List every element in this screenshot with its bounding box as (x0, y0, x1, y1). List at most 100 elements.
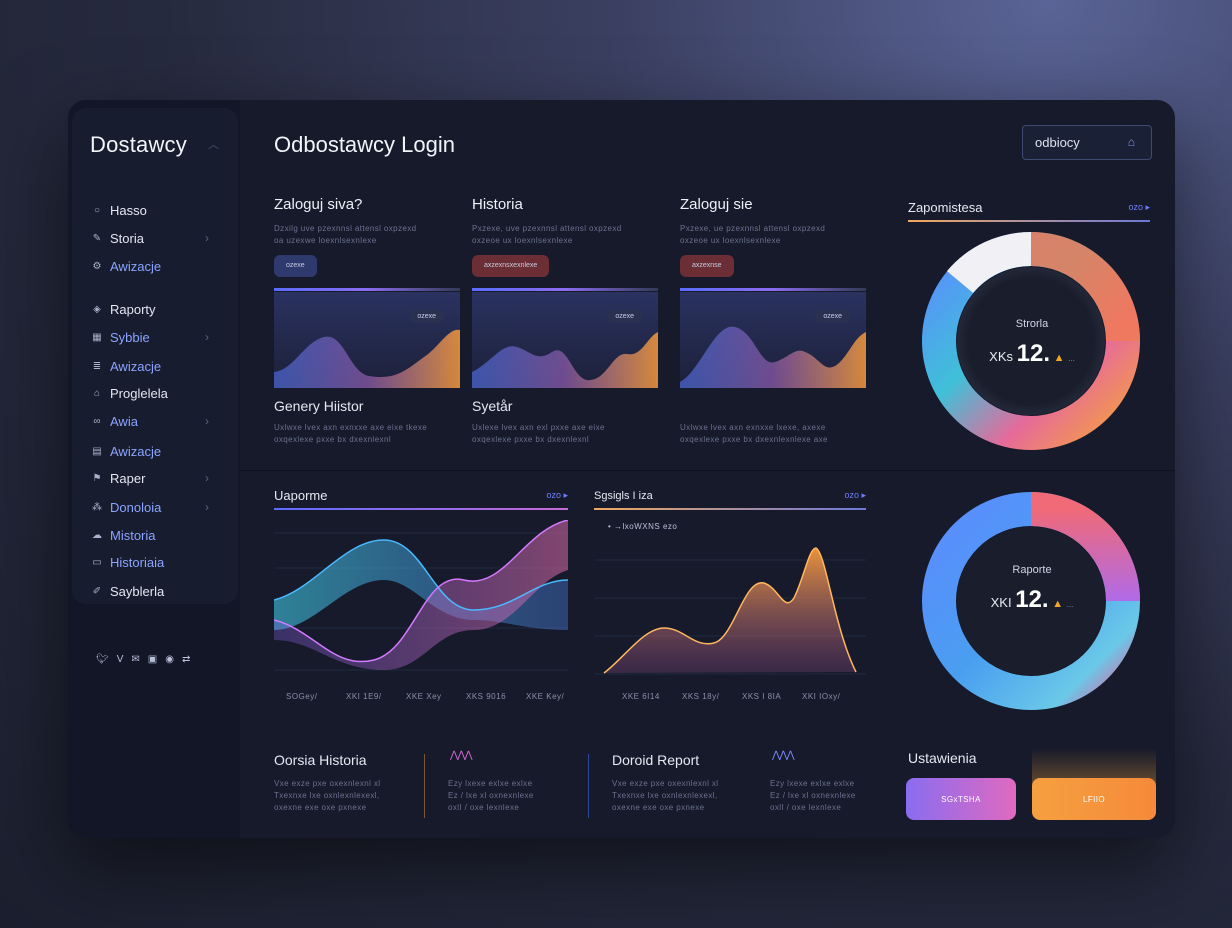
header-select-value: odbiocy (1035, 135, 1080, 150)
trend-up-icon: ▲ (1053, 352, 1065, 364)
card-sub-text: Uxlexe lvex axn exl pxxe axe eixe oxqexl… (472, 422, 605, 446)
ring-card-link[interactable]: ozo ▸ (1128, 202, 1150, 212)
stack-icon: ≣ (92, 360, 102, 372)
text-line: Uxlwxe lvex axn exnxxe axe eixe tkexe (274, 423, 428, 432)
text-line: oxzeoe ux loexnlsexnlexe (472, 236, 573, 245)
card-pill-button[interactable]: ozexe (274, 255, 317, 277)
sidebar-item[interactable]: ◈ Raporty (90, 299, 155, 319)
text-line: Pxzexe, ue pzexnnsl attensl oxpzexd (680, 224, 826, 233)
line-series-orange (603, 547, 857, 674)
chart-top-bar (274, 288, 460, 291)
x-tick-label: SOGey/ (286, 692, 318, 701)
bottom-left-side-text: Ezy lxexe exlxe exlxe Ez / lxe xl oxnexn… (448, 778, 534, 814)
text-line: Ez / lxe xl oxnexnlexe (770, 791, 856, 800)
sidebar-panel (72, 108, 238, 604)
sidebar-item-label: Sayblerla (110, 583, 165, 599)
chart-tag: ozexe (815, 310, 850, 323)
text-line: Ez / lxe xl oxnexnlexe (448, 791, 534, 800)
chevron-up-icon[interactable]: ︿ (208, 139, 219, 151)
sidebar-item[interactable]: ○ Hasso (90, 200, 147, 220)
mini-chart-svg (680, 292, 866, 388)
sidebar-item[interactable]: ⁂ Donoloia › (90, 497, 209, 517)
mini-area-chart: ozexe (274, 288, 460, 388)
x-tick-label: XKS 18y/ (682, 692, 720, 701)
chart-top-bar (680, 288, 866, 291)
sidebar-item-label: Proglelela (110, 385, 168, 401)
donut-chart-bottom (922, 492, 1140, 710)
mini-area-series (472, 332, 658, 388)
donut-segment-pink (1030, 492, 1140, 602)
sidebar: Dostawcy ︿ ○ Hasso ✎ Storia › ⚙ Awizacje ◈ Rapor… (68, 100, 240, 838)
sidebar-item[interactable]: ≣ Awizacje (90, 356, 161, 376)
settings-title: Ustawienia (908, 750, 977, 766)
text-line: Uxlexe lvex axn exl pxxe axe eixe (472, 423, 605, 432)
chart-mid-svg (594, 547, 866, 675)
card-pill-button[interactable]: axzexnse (680, 255, 734, 277)
card-title: Zaloguj siva? (274, 196, 363, 213)
chart-left-title: Uaporme (274, 488, 328, 503)
settings-section: Ustawienia SGxTSHA LFIIO (906, 740, 1158, 830)
globe-icon[interactable]: ◉ (165, 654, 174, 665)
summary-card: Zaloguj sie Pxzexe, ue pzexnnsl attensl … (680, 196, 866, 444)
app-window: Dostawcy ︿ ○ Hasso ✎ Storia › ⚙ Awizacje ◈ Rapor… (68, 100, 1175, 838)
card-sub-text: Uxlwxe lvex axn exnxxe lxexe, axexe oxqe… (680, 422, 828, 446)
area-series-orange (604, 548, 856, 673)
text-line: Ezy lxexe exlxe exlxe (448, 779, 533, 788)
sidebar-item[interactable]: ⚙ Awizacje (90, 256, 162, 276)
cloud-icon: ☁ (92, 529, 102, 541)
sidebar-item[interactable]: ▤ Awizacje (90, 441, 161, 461)
gear-icon: ⚙ (92, 260, 102, 272)
sidebar-item[interactable]: ⚑ Raper › (90, 468, 209, 488)
grid-icon: ▦ (92, 331, 102, 343)
sidebar-item[interactable]: ▦ Sybbie › (90, 327, 209, 347)
chevron-right-icon: › (205, 500, 209, 514)
video-icon[interactable]: ▣ (147, 654, 158, 665)
card-pill-button[interactable]: axzexnsxexnlexe (472, 255, 550, 277)
chart-left-link[interactable]: ozo ▸ (546, 490, 568, 500)
chart-tag: ozexe (409, 310, 444, 323)
social-links: 🐦︎ V ✉ ▣ ◉ ⇄ (96, 654, 190, 665)
sidebar-item-label: Historiaia (110, 554, 165, 570)
mail-icon[interactable]: ✉ (131, 654, 140, 665)
bottom-left-text: Vxe exze pxe oxexnlexnl xl Txexnxe lxe o… (274, 778, 380, 814)
ring-top-number: 12. (1016, 340, 1051, 367)
text-line: oxqexlexe pxxe bx dxexnlexnl (274, 435, 392, 444)
line-series-blue (274, 539, 568, 611)
sidebar-item[interactable]: ✐ Sayblerla (90, 581, 164, 601)
mini-chart-svg (472, 292, 658, 388)
mini-area-series (274, 329, 460, 388)
shield-icon: ◈ (93, 303, 101, 315)
primary-gradient-button[interactable]: SGxTSHA (906, 778, 1016, 820)
sidebar-item-label: Awizacje (110, 443, 162, 459)
vimeo-icon[interactable]: V (116, 654, 124, 665)
ring-top-label: Strorla (1015, 318, 1049, 330)
chart-left-underline (274, 508, 568, 510)
bottom-section-left: Oorsia Historia Vxe exze pxe oxexnlexnl … (274, 740, 574, 830)
ring-card-title: Zapomistesa (908, 200, 983, 215)
sidebar-item[interactable]: ▭ Historiaia (90, 552, 164, 572)
mini-chart-svg (274, 292, 460, 388)
twitter-icon[interactable]: 🐦︎ (96, 654, 109, 665)
card-subtitle: Genery Hiistor (274, 398, 364, 414)
x-tick-label: XKS 9016 (466, 692, 507, 701)
x-tick-label: XKE Key/ (526, 692, 565, 701)
sidebar-item[interactable]: ✎ Storia › (90, 228, 209, 248)
orange-button[interactable]: LFIIO (1032, 778, 1156, 820)
line-series-pink (274, 520, 568, 663)
sidebar-item[interactable]: ⌂ Proglelela (90, 383, 168, 403)
sidebar-item[interactable]: ∞ Awia › (90, 411, 209, 431)
share-icon[interactable]: ⇄ (181, 654, 191, 665)
header-select[interactable]: odbiocy ⌂ (1022, 125, 1152, 160)
bottom-left-title: Oorsia Historia (274, 752, 367, 768)
ring-top-prefix: XKs (989, 349, 1014, 364)
donut-center-top (957, 267, 1105, 415)
donut-segment-orange (1030, 232, 1140, 342)
card-text: Dzxilg uve pzexnnsl attensl oxpzexd oa u… (274, 223, 460, 247)
chart-mid-link[interactable]: ozo ▸ (844, 490, 866, 500)
chart-left-svg (274, 520, 568, 671)
x-tick-label: XKI 1E9/ (346, 692, 382, 701)
text-line: Ezy lxexe exlxe exlxe (770, 779, 855, 788)
section-divider (240, 470, 1175, 471)
ring-top-small: ... (1068, 354, 1075, 363)
sidebar-item[interactable]: ☁ Mistoria (90, 525, 156, 545)
